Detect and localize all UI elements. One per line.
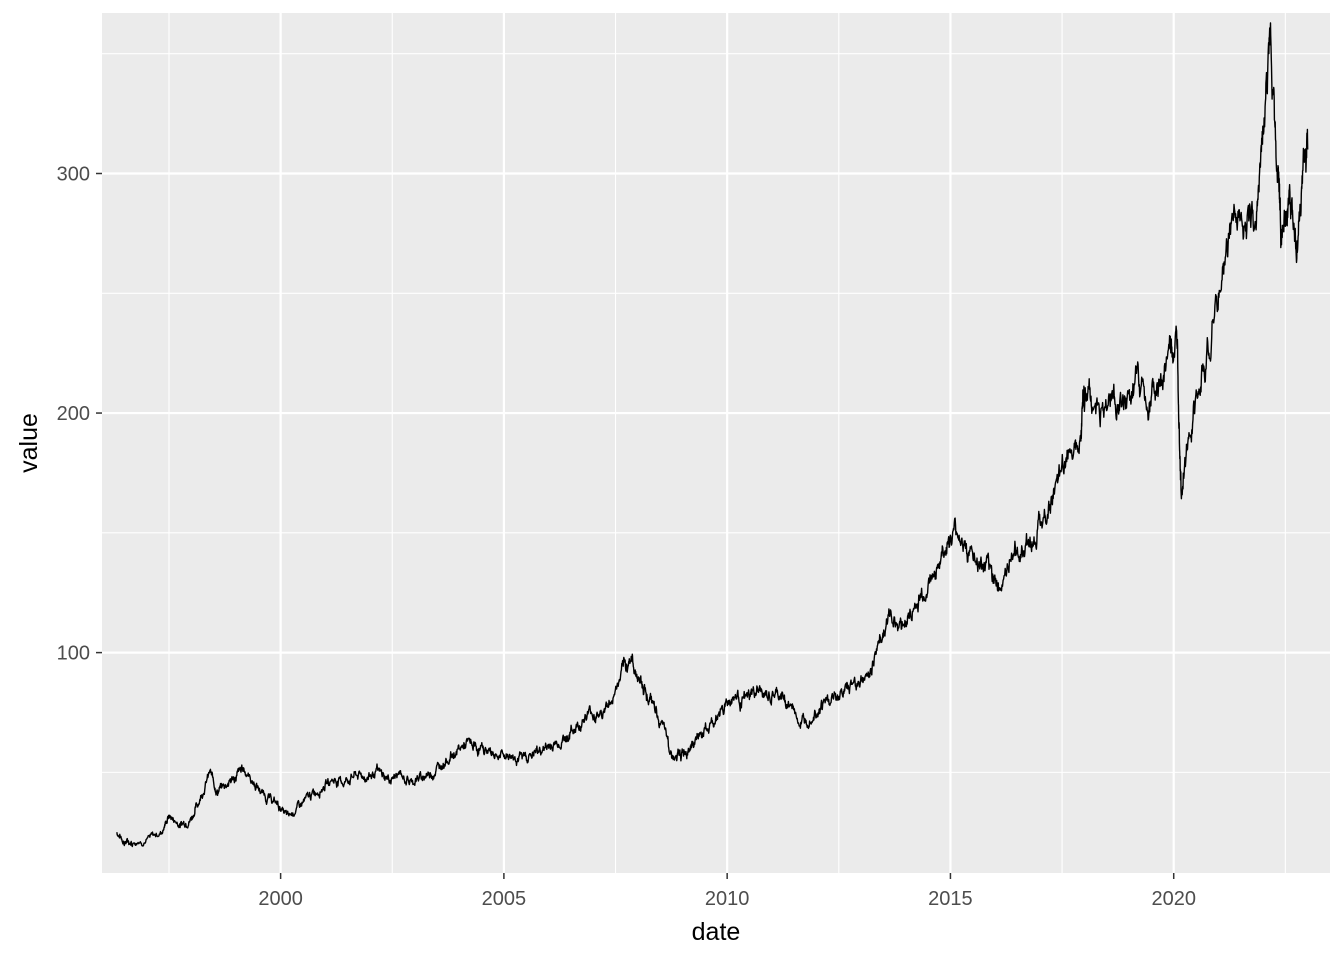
plot-panel — [102, 13, 1330, 873]
x-tick-label: 2010 — [705, 888, 750, 910]
x-tick-label: 2005 — [482, 888, 527, 910]
x-axis: 2000 2005 2010 2015 2020 — [258, 873, 1196, 910]
y-axis-title: value — [15, 413, 43, 473]
minor-gridlines — [102, 13, 1330, 873]
y-tick-label: 300 — [57, 164, 90, 186]
x-tick-label: 2015 — [928, 888, 973, 910]
y-axis: 100 200 300 — [57, 164, 102, 665]
x-tick-label: 2020 — [1151, 888, 1196, 910]
x-axis-title: date — [692, 918, 741, 946]
x-tick-label: 2000 — [258, 888, 303, 910]
series-line — [116, 22, 1309, 848]
major-gridlines — [102, 13, 1330, 873]
y-tick-label: 100 — [57, 643, 90, 665]
y-tick-label: 200 — [57, 403, 90, 425]
